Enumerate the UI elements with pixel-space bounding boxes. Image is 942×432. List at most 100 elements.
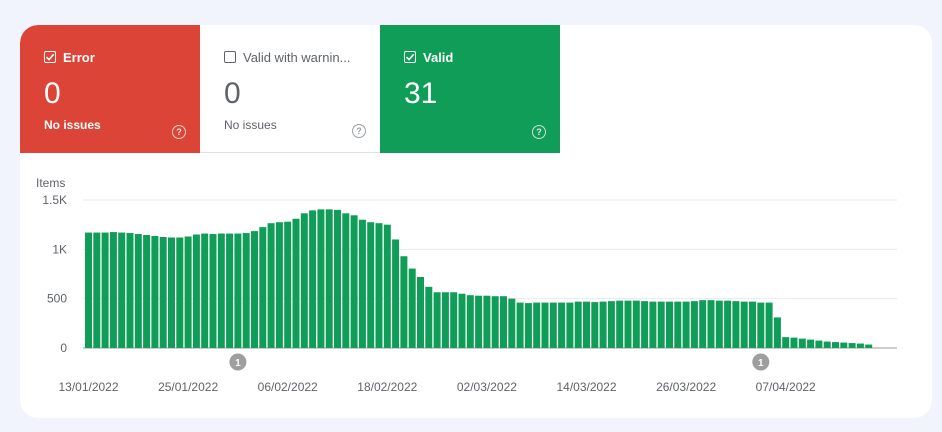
chart-bar — [209, 234, 217, 348]
chart-bar — [632, 300, 640, 348]
tile-header: Error — [44, 49, 176, 65]
help-circle-icon[interactable]: ? — [352, 124, 366, 138]
chart-bar — [500, 296, 507, 348]
chart-bar — [118, 232, 126, 348]
chart-bar — [790, 337, 798, 348]
y-axis-label: Items — [36, 176, 65, 190]
items-bar-chart: 0 500 1K 1.5K Items 13/01/2022 25/01/2022 06/02… — [36, 176, 897, 394]
chart-bar — [856, 343, 864, 348]
chart-bar — [558, 302, 566, 348]
chart-bar — [342, 213, 350, 348]
chart-bar — [674, 301, 682, 348]
chart-bar — [85, 232, 92, 348]
chart-bar — [259, 227, 267, 348]
x-tick-label: 26/03/2022 — [656, 380, 716, 394]
chart-bar — [707, 300, 715, 348]
error-count: 0 — [44, 77, 61, 110]
x-tick-label: 14/03/2022 — [556, 380, 616, 394]
warning-checkbox[interactable] — [224, 51, 236, 63]
chart-bar — [284, 221, 292, 348]
chart-bar — [367, 222, 375, 348]
x-tick-label: 06/02/2022 — [258, 380, 318, 394]
chart-bar — [350, 215, 358, 348]
chart-bar — [690, 301, 698, 348]
chart-bar — [267, 223, 275, 348]
chart-bar — [159, 237, 167, 348]
chart-bar — [383, 224, 391, 348]
chart-bar — [865, 344, 873, 348]
chart-bar — [151, 236, 159, 348]
chart-bar — [358, 219, 366, 348]
tile-header: Valid with warnin... — [224, 49, 356, 65]
chart-bar — [242, 233, 250, 348]
chart-bar — [491, 296, 499, 348]
chart-bar — [300, 213, 308, 348]
chart-bar — [524, 303, 532, 348]
annotation-label: 1 — [235, 358, 241, 369]
chart-bar — [583, 301, 590, 348]
chart-bar — [516, 302, 524, 348]
chart-bar — [549, 302, 557, 348]
chart-bar — [251, 231, 258, 348]
chart-bar — [649, 301, 657, 348]
chart-bar — [450, 292, 458, 348]
annotation-marker — [229, 353, 247, 371]
x-tick-label: 25/01/2022 — [158, 380, 218, 394]
chart-bar — [425, 286, 433, 348]
y-tick-label: 1K — [52, 242, 67, 256]
chart-bar — [840, 342, 848, 348]
chart-bar — [192, 234, 200, 348]
error-status-tile[interactable]: Error 0 No issues ? — [20, 25, 200, 153]
chart-bar — [168, 237, 175, 348]
chart-bar — [292, 218, 300, 348]
chart-bar — [757, 302, 765, 348]
chart-bar — [807, 339, 815, 348]
chart-bar — [101, 232, 109, 348]
chart-bar — [226, 233, 234, 348]
chart-bar — [176, 237, 184, 348]
help-circle-icon[interactable]: ? — [172, 125, 186, 139]
error-subtitle: No issues — [44, 118, 101, 132]
chart-bar — [740, 301, 748, 348]
chart-bar — [325, 209, 333, 348]
chart-bar — [143, 235, 151, 348]
check-icon — [45, 53, 55, 61]
valid-checkbox[interactable] — [404, 51, 416, 63]
warning-count: 0 — [224, 77, 241, 110]
warning-status-tile[interactable]: Valid with warnin... 0 No issues ? — [200, 25, 380, 153]
chart-bar — [624, 300, 632, 348]
chart-bar — [657, 301, 665, 348]
chart-bar — [234, 233, 242, 348]
chart-bar — [109, 232, 117, 348]
valid-status-tile[interactable]: Valid 31 ? — [380, 25, 560, 153]
check-icon — [405, 53, 415, 61]
chart-bar — [201, 233, 209, 348]
chart-bar — [375, 223, 383, 348]
chart-bar — [798, 338, 806, 348]
chart-bar — [483, 295, 491, 348]
chart-bar — [126, 233, 134, 348]
chart-bar — [408, 268, 416, 348]
annotation-marker — [752, 353, 770, 371]
chart-bar — [458, 293, 466, 348]
chart-bar — [682, 301, 690, 348]
chart-bar — [782, 337, 790, 348]
y-tick-label: 500 — [47, 292, 67, 306]
chart-bar — [732, 301, 740, 348]
chart-bar — [699, 300, 707, 348]
chart-bar — [591, 302, 599, 348]
chart-bar — [749, 301, 756, 348]
chart-bar — [134, 234, 142, 348]
help-circle-icon[interactable]: ? — [532, 125, 546, 139]
chart-bar — [607, 301, 615, 348]
tile-header: Valid — [404, 49, 536, 65]
chart-bar — [715, 300, 723, 348]
chart-bar — [400, 256, 408, 348]
chart-bar — [441, 292, 449, 348]
x-tick-label: 07/04/2022 — [756, 380, 816, 394]
chart-bar — [433, 292, 441, 348]
error-checkbox[interactable] — [44, 51, 56, 63]
chart-bar — [773, 317, 781, 348]
valid-count: 31 — [404, 77, 438, 110]
warning-subtitle: No issues — [224, 118, 277, 132]
